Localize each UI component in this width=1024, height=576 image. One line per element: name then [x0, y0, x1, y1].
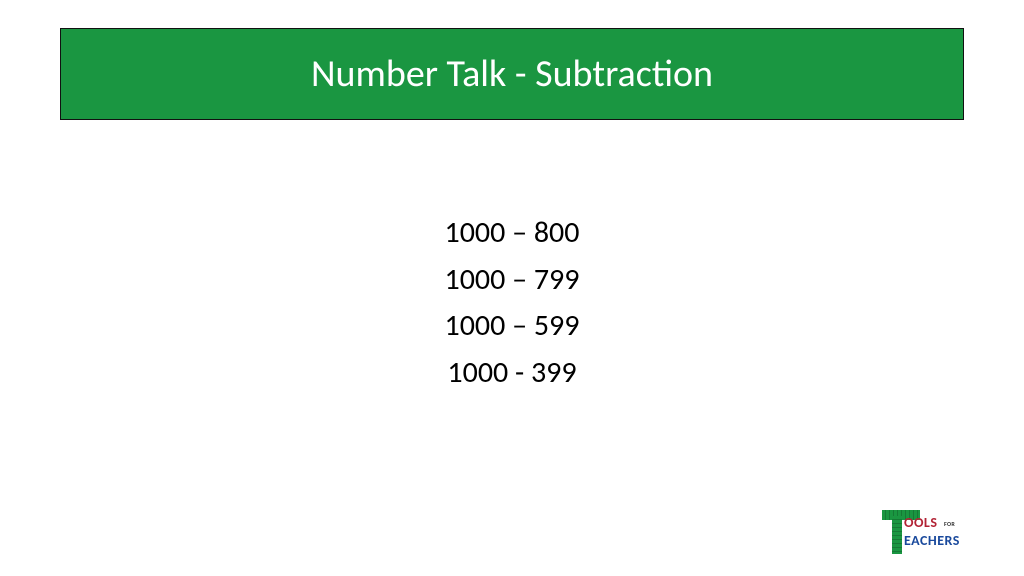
problem-line: 1000 – 599: [0, 303, 1024, 350]
logo-text-tools: OOLS: [904, 514, 937, 531]
slide-title: Number Talk - Subtraction: [311, 51, 713, 97]
problem-list: 1000 – 800 1000 – 799 1000 – 599 1000 - …: [0, 210, 1024, 396]
problem-line: 1000 – 799: [0, 257, 1024, 304]
tools-for-teachers-logo: OOLS FOR EACHERS: [882, 510, 1002, 558]
problem-line: 1000 – 800: [0, 210, 1024, 257]
logo-text-for: FOR: [944, 520, 955, 528]
title-bar: Number Talk - Subtraction: [60, 28, 964, 120]
logo-ruler-vertical-icon: [892, 516, 902, 554]
problem-line: 1000 - 399: [0, 350, 1024, 397]
logo-text-teachers: EACHERS: [904, 532, 960, 549]
